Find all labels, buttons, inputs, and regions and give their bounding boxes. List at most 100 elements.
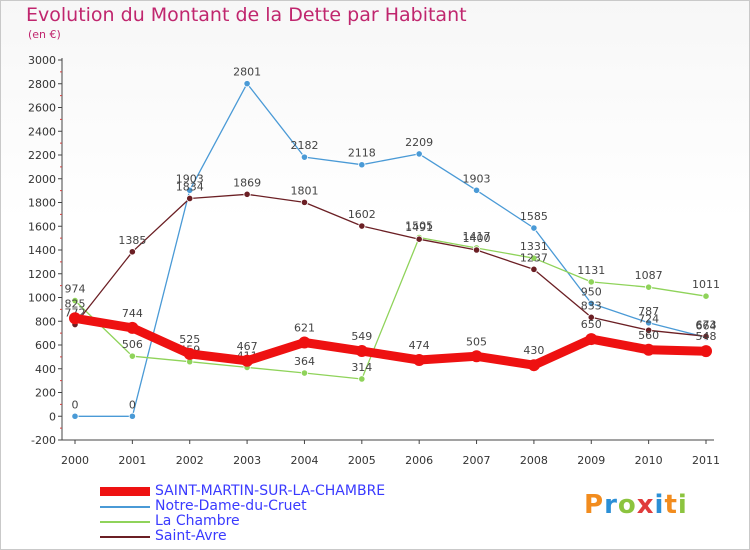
data-label: 1237 [520,251,548,264]
legend-label: Notre-Dame-du-Cruet [155,498,307,514]
series-line [74,193,707,337]
series-line [74,236,707,380]
data-label: 560 [638,329,659,342]
x-tick-label: 2009 [577,454,605,467]
data-point [642,343,655,356]
data-label: 474 [409,339,430,352]
y-tick-label: 0 [49,410,56,423]
y-tick-label: 400 [35,363,56,376]
data-label: 2801 [233,66,261,79]
data-point [355,345,368,358]
logo-letter: x [636,490,655,520]
y-tick-label: 1000 [28,292,56,305]
logo-letter: t [664,490,678,520]
x-tick-label: 2001 [118,454,146,467]
data-point [527,359,540,372]
data-label: 2182 [290,139,318,152]
data-point [415,150,423,158]
logo-letter: i [677,490,688,520]
legend-label: SAINT-MARTIN-SUR-LA-CHAMBRE [155,483,386,499]
data-point [530,254,538,262]
legend-label: La Chambre [155,513,240,529]
legend-label: Saint-Avre [155,528,227,544]
data-label: 673 [696,318,717,331]
data-label: 505 [466,335,487,348]
data-label: 525 [179,333,200,346]
data-point [413,353,426,366]
y-tick-label: 2200 [28,149,56,162]
data-point [186,186,194,194]
data-point [702,292,710,300]
data-point [470,350,483,363]
data-label: 744 [122,307,143,320]
legend-swatch [100,487,150,496]
data-point [587,313,595,321]
logo-letter: o [617,490,637,520]
data-point [358,161,366,169]
data-point [702,332,710,340]
data-label: 1869 [233,176,261,189]
data-label: 548 [696,330,717,343]
data-label: 314 [351,361,372,374]
x-tick-label: 2003 [233,454,261,467]
x-tick-label: 2002 [176,454,204,467]
data-label: 1585 [520,210,548,223]
y-tick-label: 200 [35,387,56,400]
y-tick-label: 2400 [28,125,56,138]
legend-swatch [100,506,150,508]
data-label: 1011 [692,278,720,291]
logo-letter: P [584,490,605,520]
chart-title: Evolution du Montant de la Dette par Hab… [26,4,467,26]
data-point [472,186,481,194]
data-label: 1131 [577,264,605,277]
data-point [183,347,196,360]
data-label: 1385 [118,234,146,247]
data-point [415,235,423,243]
x-tick-label: 2000 [61,454,89,467]
data-point [645,319,653,327]
data-label: 825 [65,297,86,310]
data-point [186,194,194,203]
y-tick-label: 800 [35,315,56,328]
data-point [298,336,311,349]
data-point [128,352,136,360]
data-label: 974 [65,283,86,296]
data-point [358,222,366,230]
data-label: 1834 [176,180,204,193]
data-point [700,345,712,358]
data-point [69,312,81,325]
data-label: 1087 [635,269,663,282]
data-point [300,153,309,161]
data-point [587,278,595,286]
data-point [645,326,653,334]
data-point [71,296,79,305]
y-tick-label: 2600 [28,102,56,115]
data-point [645,283,653,291]
x-tick-label: 2008 [520,454,548,467]
y-tick-label: 2000 [28,173,56,186]
data-label: 1417 [463,230,491,243]
series-line [70,313,711,370]
x-tick-label: 2011 [692,454,720,467]
data-label: 1505 [405,220,433,233]
data-label: 0 [129,398,136,411]
logo-letter: r [604,490,618,520]
y-tick-label: 3000 [28,54,56,67]
data-label: 364 [294,355,315,368]
data-label: 787 [638,305,659,318]
data-label: 549 [351,330,372,343]
data-point [300,369,309,377]
data-point [243,80,251,88]
data-label: 1602 [348,208,376,221]
data-point [243,190,251,198]
x-tick-label: 2005 [348,454,376,467]
y-tick-label: 1200 [28,268,56,281]
data-label: 833 [581,299,602,312]
data-label: 467 [237,340,258,353]
data-label: 2209 [405,136,433,149]
chart-subtitle: (en €) [28,28,61,41]
data-point [128,248,136,256]
data-label: 664 [696,319,717,332]
data-point [300,198,309,206]
